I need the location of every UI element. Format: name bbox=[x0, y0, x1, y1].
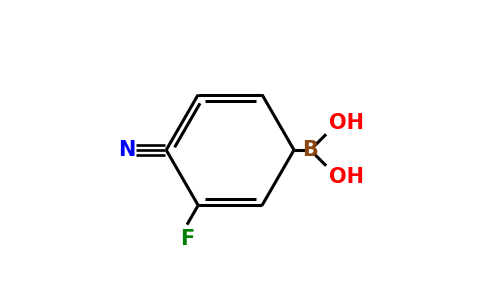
Text: F: F bbox=[180, 229, 194, 249]
Text: OH: OH bbox=[329, 167, 363, 187]
Text: N: N bbox=[118, 140, 135, 160]
Text: OH: OH bbox=[329, 113, 363, 133]
Text: B: B bbox=[302, 140, 318, 160]
